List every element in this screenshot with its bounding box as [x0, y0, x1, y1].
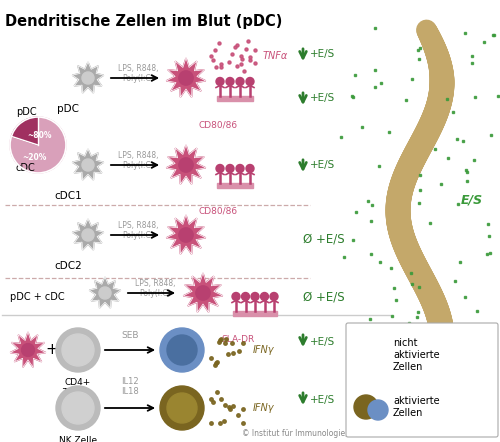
Circle shape: [167, 393, 197, 423]
Text: pDC: pDC: [16, 107, 36, 117]
Circle shape: [82, 229, 94, 241]
Circle shape: [366, 349, 378, 361]
Circle shape: [246, 77, 254, 85]
Text: LPS, R848,
Poly(I:C): LPS, R848, Poly(I:C): [135, 279, 175, 298]
Bar: [217, 95, 253, 100]
FancyBboxPatch shape: [346, 323, 498, 437]
Text: +: +: [46, 343, 59, 358]
Circle shape: [251, 293, 259, 301]
Circle shape: [179, 71, 193, 85]
Circle shape: [429, 368, 449, 388]
Wedge shape: [10, 117, 66, 173]
Circle shape: [270, 293, 278, 301]
Text: IFNγ: IFNγ: [253, 345, 274, 355]
Text: IL12
IL18: IL12 IL18: [121, 377, 139, 396]
Polygon shape: [364, 387, 388, 410]
Circle shape: [56, 328, 100, 372]
Bar: [233, 310, 277, 316]
Circle shape: [216, 77, 224, 85]
Circle shape: [160, 328, 204, 372]
Circle shape: [196, 286, 210, 300]
Text: pDC: pDC: [57, 104, 79, 114]
Text: LPS, R848,
Poly(I:C): LPS, R848, Poly(I:C): [118, 221, 158, 240]
Text: T Zelle: T Zelle: [62, 388, 94, 397]
Circle shape: [226, 77, 234, 85]
Text: TNFα: TNFα: [263, 51, 288, 61]
Circle shape: [354, 395, 378, 419]
Polygon shape: [166, 58, 206, 97]
Circle shape: [368, 400, 388, 420]
Text: ~20%: ~20%: [22, 153, 46, 163]
Text: © Institut für Immunologie, Freie Universität Berlin: © Institut für Immunologie, Freie Univer…: [242, 429, 438, 438]
Text: LPS, R848,
Poly(I:C): LPS, R848, Poly(I:C): [118, 151, 158, 171]
Text: CD4+: CD4+: [65, 378, 91, 387]
Text: E/S: E/S: [461, 194, 483, 206]
Circle shape: [99, 287, 111, 299]
Text: SLA-DR: SLA-DR: [222, 335, 254, 344]
Text: Ø +E/S: Ø +E/S: [303, 232, 344, 245]
Text: CD80/86: CD80/86: [198, 120, 237, 129]
Text: +E/S: +E/S: [310, 160, 335, 170]
Polygon shape: [72, 62, 104, 93]
Text: ~80%: ~80%: [28, 130, 52, 140]
Wedge shape: [12, 117, 38, 145]
Text: Dendritische Zellen im Blut (pDC): Dendritische Zellen im Blut (pDC): [5, 14, 282, 29]
Circle shape: [232, 293, 240, 301]
Text: IFNγ: IFNγ: [253, 403, 274, 413]
Circle shape: [226, 164, 234, 172]
Text: cDC1: cDC1: [54, 191, 82, 201]
Circle shape: [242, 293, 250, 301]
Circle shape: [260, 293, 268, 301]
Circle shape: [62, 392, 94, 424]
Circle shape: [56, 386, 100, 430]
Text: NK Zelle: NK Zelle: [59, 436, 97, 442]
Text: SEB: SEB: [121, 331, 139, 340]
Polygon shape: [166, 145, 206, 184]
Circle shape: [22, 343, 35, 356]
Text: cDC: cDC: [16, 163, 36, 173]
Text: aktivierte
Zellen: aktivierte Zellen: [393, 396, 440, 418]
Circle shape: [62, 334, 94, 366]
Circle shape: [160, 386, 204, 430]
Text: +E/S: +E/S: [310, 337, 335, 347]
Circle shape: [167, 335, 197, 365]
Text: nicht
aktivierte
Zellen: nicht aktivierte Zellen: [393, 338, 440, 373]
Bar: [217, 183, 253, 187]
Polygon shape: [72, 149, 104, 180]
Text: LPS, R848,
Poly(I:C): LPS, R848, Poly(I:C): [118, 64, 158, 84]
Circle shape: [216, 164, 224, 172]
Text: Ø +E/S: Ø +E/S: [303, 290, 344, 304]
Circle shape: [82, 72, 94, 84]
Text: +E/S: +E/S: [310, 395, 335, 405]
Circle shape: [82, 159, 94, 171]
Circle shape: [179, 228, 193, 242]
Polygon shape: [10, 332, 46, 367]
Polygon shape: [166, 215, 206, 254]
Polygon shape: [183, 273, 223, 312]
Circle shape: [236, 164, 244, 172]
Polygon shape: [89, 277, 121, 308]
Circle shape: [246, 164, 254, 172]
Text: +E/S: +E/S: [310, 93, 335, 103]
Circle shape: [372, 394, 380, 404]
Circle shape: [179, 158, 193, 172]
Polygon shape: [72, 219, 104, 250]
Polygon shape: [357, 340, 387, 369]
Text: pDC + cDC: pDC + cDC: [10, 292, 64, 302]
Text: cDC2: cDC2: [54, 261, 82, 271]
Text: +E/S: +E/S: [310, 49, 335, 59]
Circle shape: [236, 77, 244, 85]
Text: CD80/86: CD80/86: [198, 207, 237, 216]
